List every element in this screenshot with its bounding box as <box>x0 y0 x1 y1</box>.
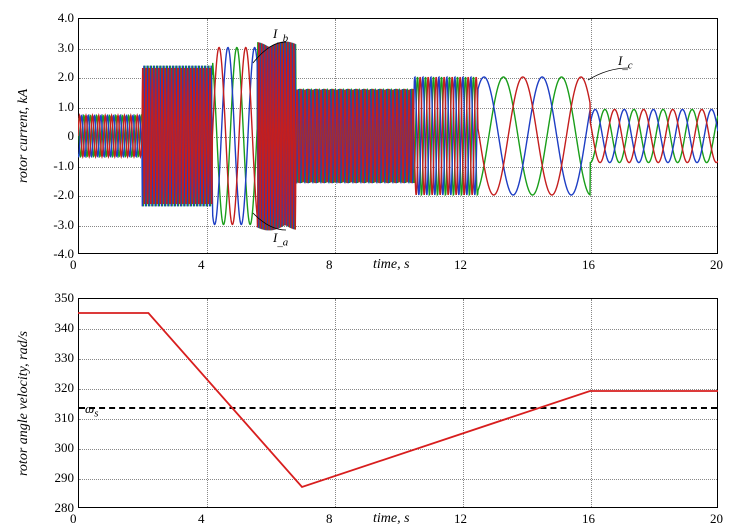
chart2-xlabel: time, s <box>373 511 410 527</box>
chart2-ylabel: rotor angle velocity, rad/s <box>16 331 32 476</box>
chart2-xtick-label: 0 <box>70 511 77 527</box>
chart1-ytick-label: -4.0 <box>40 246 74 262</box>
chart2-reference-label: ωs <box>85 401 98 420</box>
figure-container: rotor current, kA time, s rotor angle ve… <box>0 0 743 532</box>
chart1-xtick-label: 4 <box>198 257 205 273</box>
chart1-xtick-label: 12 <box>454 257 467 273</box>
chart1-xtick-label: 8 <box>326 257 333 273</box>
chart1-ytick-label: 0 <box>40 128 74 144</box>
chart2-ytick-label: 300 <box>40 440 74 456</box>
chart1-ytick-label: 4.0 <box>40 10 74 26</box>
chart2-xtick-label: 12 <box>454 511 467 527</box>
chart2-ytick-label: 330 <box>40 350 74 366</box>
chart1-ytick-label: 1.0 <box>40 99 74 115</box>
chart1-ytick-label: -2.0 <box>40 187 74 203</box>
chart2-ytick-label: 340 <box>40 320 74 336</box>
chart1-ytick-label: -1.0 <box>40 158 74 174</box>
chart2-xtick-label: 20 <box>710 511 723 527</box>
chart1-xlabel: time, s <box>373 257 410 273</box>
chart2-svg <box>78 298 718 508</box>
chart2-ytick-label: 310 <box>40 410 74 426</box>
chart1-xtick-label: 20 <box>710 257 723 273</box>
chart2-ytick-label: 290 <box>40 470 74 486</box>
chart1-xtick-label: 16 <box>582 257 595 273</box>
chart2-ytick-label: 350 <box>40 290 74 306</box>
chart1-series-label-Ic: I_c <box>618 53 633 72</box>
chart2-xtick-label: 16 <box>582 511 595 527</box>
chart2-ytick-label: 280 <box>40 500 74 516</box>
chart1-ytick-label: 3.0 <box>40 40 74 56</box>
chart2-series-omega <box>78 313 718 487</box>
chart1-ytick-label: 2.0 <box>40 69 74 85</box>
chart1-series-label-Ia: I_a <box>273 230 288 249</box>
chart2-xtick-label: 4 <box>198 511 205 527</box>
chart2-xtick-label: 8 <box>326 511 333 527</box>
chart1-xtick-label: 0 <box>70 257 77 273</box>
chart1-series-label-Ib: I_b <box>273 26 288 45</box>
chart2-ytick-label: 320 <box>40 380 74 396</box>
chart1-ytick-label: -3.0 <box>40 217 74 233</box>
chart1-ylabel: rotor current, kA <box>16 89 32 183</box>
